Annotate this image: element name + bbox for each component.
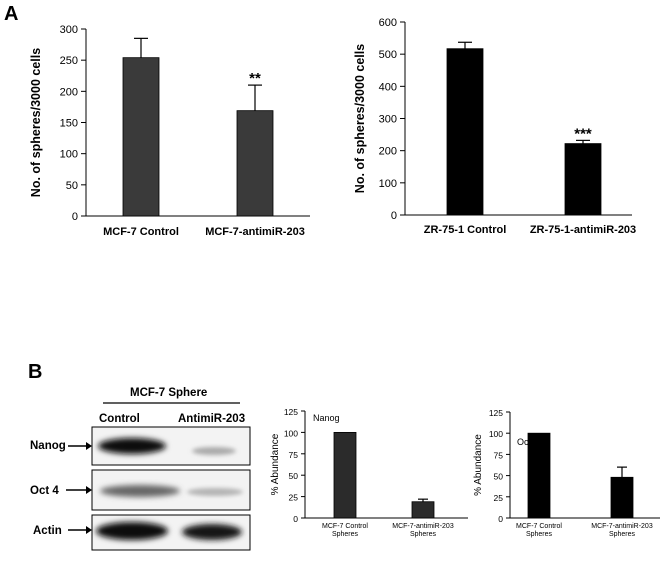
category-label: ZR-75-1-antimiR-203 bbox=[530, 224, 636, 236]
category-label: Spheres bbox=[609, 531, 636, 538]
blot-row-label-oct4: Oct 4 bbox=[30, 485, 59, 497]
blot-row-arrow bbox=[68, 442, 92, 450]
significance-marker: *** bbox=[574, 125, 592, 142]
chart-nanog-abundance: 0 25 50 75 100 125 % Abundance Nanog MCF-7 Contr… bbox=[270, 407, 468, 538]
category-label: ZR-75-1 Control bbox=[424, 224, 507, 236]
y-tick-label: 75 bbox=[289, 450, 299, 460]
category-label: MCF-7 Control bbox=[322, 523, 368, 530]
y-tick-label: 25 bbox=[494, 493, 504, 503]
bar bbox=[411, 501, 435, 519]
bar bbox=[610, 476, 634, 519]
blot-title: MCF-7 Sphere bbox=[130, 387, 207, 399]
y-tick-label: 300 bbox=[60, 24, 78, 36]
y-tick-label: 250 bbox=[60, 55, 78, 67]
chart-title: Nanog bbox=[313, 413, 340, 423]
y-tick-label: 25 bbox=[289, 493, 299, 503]
blot-band-nanog-control bbox=[98, 438, 166, 454]
blot-column-control: Control bbox=[99, 413, 140, 425]
blot-band-oct4-control bbox=[100, 485, 180, 497]
y-axis-label: No. of spheres/3000 cells bbox=[353, 44, 367, 193]
y-axis-label: % Abundance bbox=[270, 433, 281, 495]
y-tick-label: 0 bbox=[498, 514, 503, 524]
y-tick-label: 100 bbox=[284, 428, 298, 438]
category-label: MCF-7-antimiR-203 bbox=[205, 226, 305, 238]
bar bbox=[333, 431, 357, 519]
blot-band-nanog-antimir bbox=[192, 447, 236, 455]
y-tick-label: 125 bbox=[489, 408, 503, 418]
y-tick-label: 200 bbox=[60, 86, 78, 98]
chart-mcf7-spheres: 0 50 100 150 200 250 300 No. of spheres/3000 ce… bbox=[29, 24, 310, 238]
y-tick-label: 100 bbox=[60, 149, 78, 161]
western-blot: MCF-7 Sphere Control AntimiR-203 Nanog O… bbox=[30, 387, 251, 551]
chart-zr751-spheres: 0 100 200 300 400 500 600 No. of spheres/3000 c… bbox=[353, 17, 636, 236]
y-tick-label: 75 bbox=[494, 450, 504, 460]
bar bbox=[564, 143, 602, 216]
y-tick-label: 300 bbox=[379, 114, 397, 126]
bar bbox=[446, 48, 484, 216]
y-tick-label: 100 bbox=[489, 429, 503, 439]
y-tick-label: 150 bbox=[60, 118, 78, 130]
y-tick-label: 100 bbox=[379, 178, 397, 190]
bar bbox=[236, 110, 274, 217]
significance-marker: ** bbox=[249, 70, 261, 87]
blot-row-arrow bbox=[68, 526, 92, 534]
blot-row-arrow bbox=[66, 486, 92, 494]
blot-band-actin-antimir bbox=[182, 524, 242, 540]
blot-band-actin-control bbox=[96, 522, 168, 540]
category-label: MCF-7-antimiR-203 bbox=[591, 523, 653, 530]
category-label: MCF-7 Control bbox=[103, 226, 179, 238]
y-tick-label: 600 bbox=[379, 17, 397, 29]
panel-label-b: B bbox=[28, 361, 42, 383]
y-tick-label: 500 bbox=[379, 49, 397, 61]
y-tick-label: 0 bbox=[72, 211, 78, 223]
blot-row-label-actin: Actin bbox=[33, 525, 62, 537]
y-tick-label: 125 bbox=[284, 407, 298, 417]
bar bbox=[527, 432, 551, 519]
category-label: Spheres bbox=[332, 531, 359, 538]
category-label: MCF-7-antimiR-203 bbox=[392, 523, 454, 530]
y-tick-label: 400 bbox=[379, 81, 397, 93]
y-tick-label: 50 bbox=[289, 471, 299, 481]
blot-column-antimir: AntimiR-203 bbox=[178, 413, 245, 425]
y-tick-label: 0 bbox=[391, 210, 397, 222]
bar bbox=[122, 57, 160, 217]
y-axis-label: % Abundance bbox=[473, 434, 484, 496]
y-tick-label: 50 bbox=[494, 472, 504, 482]
y-tick-label: 200 bbox=[379, 146, 397, 158]
y-axis-label: No. of spheres/3000 cells bbox=[29, 48, 43, 197]
category-label: Spheres bbox=[410, 531, 437, 538]
category-label: MCF-7 Control bbox=[516, 523, 562, 530]
y-tick-label: 50 bbox=[66, 180, 78, 192]
blot-row-label-nanog: Nanog bbox=[30, 440, 66, 452]
y-tick-label: 0 bbox=[293, 514, 298, 524]
category-label: Spheres bbox=[526, 531, 553, 538]
panel-label-a: A bbox=[4, 3, 18, 25]
blot-band-oct4-antimir bbox=[187, 488, 243, 496]
